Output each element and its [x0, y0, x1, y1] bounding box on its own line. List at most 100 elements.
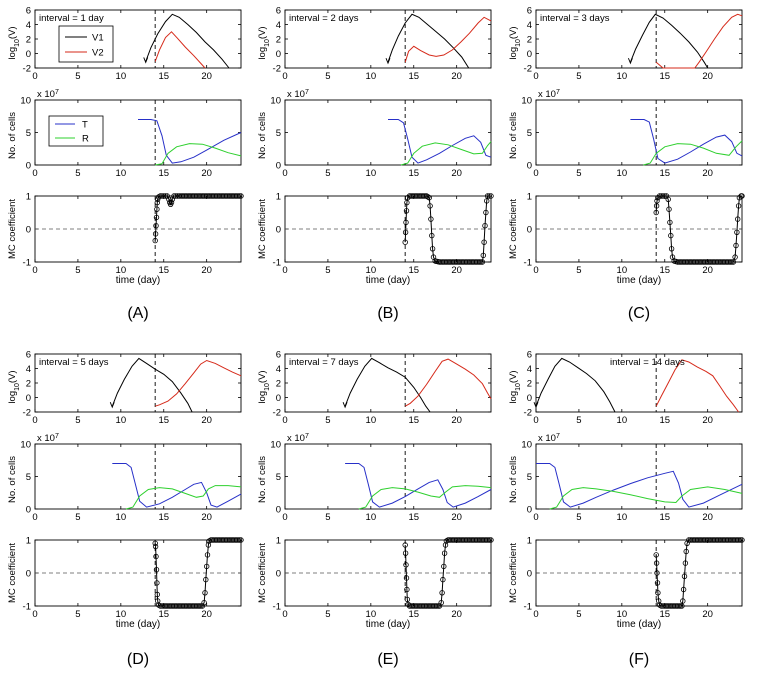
cells-axis-xtick-label: 5	[576, 168, 581, 179]
cells-axis-xtick-label: 10	[617, 168, 628, 179]
mc-point	[203, 576, 209, 583]
y-label-mc: MC coefficient	[508, 199, 519, 259]
mc-axis-xtick-label: 10	[366, 265, 377, 276]
cells-axis-frame	[284, 443, 492, 510]
mc-axis-ytick-label: 0	[276, 569, 281, 580]
virus-axis-xtick-label: 15	[408, 71, 419, 82]
mc-point	[482, 222, 488, 229]
mc-point	[679, 603, 685, 609]
mc-point	[662, 193, 668, 199]
y-label-virus: log10(V)	[7, 370, 21, 403]
virus-axis-xtick-label: 10	[366, 415, 377, 426]
mc-point	[429, 232, 435, 239]
virus-axis-ytick-label: -2	[273, 64, 281, 75]
x-label-time: time (day)	[366, 275, 410, 286]
series-r-line	[125, 485, 242, 510]
mc-point	[405, 194, 411, 201]
cells-axis-ytick-label: 10	[20, 96, 31, 107]
virus-axis-ytick-label: 6	[26, 6, 31, 17]
virus-axis-ytick-label: 2	[527, 379, 532, 390]
mc-axis-ytick-label: 1	[276, 536, 281, 547]
panel-label: (C)	[628, 305, 650, 322]
cells-axis-xtick-label: 15	[659, 168, 670, 179]
cells-axis-ytick-label: 0	[527, 505, 532, 516]
mc-axis-xtick-label: 20	[451, 265, 462, 276]
mc-point	[204, 552, 211, 558]
mc-point	[403, 208, 410, 214]
mc-point	[654, 570, 660, 576]
mc-point	[653, 203, 660, 209]
mc-axis-xtick-label: 5	[576, 609, 581, 620]
mc-axis-ytick-label: 1	[26, 192, 31, 203]
y-label-cells: No. of cells	[7, 112, 18, 159]
mc-point	[152, 237, 158, 244]
virus-axis-xtick-label: 20	[201, 71, 212, 82]
cells-axis-ytick-label: 5	[276, 128, 281, 139]
mc-point	[732, 254, 738, 260]
mc-point	[483, 209, 489, 216]
mc-point	[663, 193, 670, 199]
mc-point	[655, 590, 661, 596]
series-v2-line	[655, 359, 740, 413]
y-label-mc: MC coefficient	[257, 543, 268, 603]
mc-point	[735, 216, 741, 222]
virus-axis-xtick-label: 15	[408, 415, 419, 426]
mc-axis-xtick-label: 20	[201, 265, 212, 276]
virus-axis-xtick-label: 0	[282, 71, 287, 82]
mc-point	[485, 537, 491, 543]
mc-point	[166, 196, 172, 202]
virus-axis-xtick-label: 15	[659, 71, 670, 82]
mc-point	[152, 231, 159, 237]
mc-point	[433, 603, 440, 609]
virus-axis-xtick-label: 5	[75, 71, 80, 82]
series-v2-line	[655, 13, 743, 69]
mc-point	[736, 537, 742, 543]
legend-v1-label: V1	[92, 33, 104, 44]
mc-axis-ytick-label: -1	[23, 258, 31, 269]
virus-axis-xtick-label: 0	[282, 415, 287, 426]
mc-point	[486, 193, 492, 199]
y-label-virus: log10(V)	[257, 26, 271, 59]
mc-axis-xtick-label: 10	[116, 609, 127, 620]
mc-point	[484, 198, 490, 204]
mc-point	[404, 586, 410, 593]
x-label-time: time (day)	[116, 275, 160, 286]
mc-axis-xtick-label: 0	[533, 609, 538, 620]
series-v2-line	[404, 358, 492, 407]
mc-axis-ytick-label: 0	[276, 225, 281, 236]
virus-axis-ytick-label: -2	[23, 408, 31, 419]
virus-axis-ytick-label: 0	[527, 49, 532, 60]
mc-axis-xtick-label: 0	[533, 265, 538, 276]
mc-point	[235, 537, 241, 543]
cells-axis-xtick-label: 0	[32, 512, 37, 523]
mc-axis-xtick-label: 5	[325, 265, 330, 276]
mc-point	[199, 603, 206, 609]
y-label-virus: log10(V)	[508, 370, 522, 403]
virus-axis-ytick-label: -2	[273, 408, 281, 419]
series-v1-line	[145, 13, 230, 69]
mc-axis-ytick-label: 1	[26, 536, 31, 547]
cells-axis-xtick-label: 15	[158, 168, 169, 179]
cells-exponent: x 107	[37, 89, 59, 101]
mc-axis-xtick-label: 5	[576, 265, 581, 276]
interval-annotation: interval = 2 days	[289, 13, 359, 24]
mc-point	[198, 603, 204, 609]
mc-point	[681, 573, 688, 579]
cells-axis-xtick-label: 0	[533, 168, 538, 179]
mc-point	[656, 598, 662, 604]
mc-point	[436, 603, 443, 609]
mc-point	[154, 199, 160, 206]
mc-point	[441, 563, 447, 570]
mc-point	[154, 598, 161, 604]
x-label-time: time (day)	[617, 275, 661, 286]
mc-point	[734, 229, 740, 235]
mc-point	[164, 193, 170, 199]
mc-point	[665, 196, 671, 202]
panel-label: (A)	[127, 305, 148, 322]
y-label-mc: MC coefficient	[508, 543, 519, 603]
mc-point	[152, 540, 158, 546]
